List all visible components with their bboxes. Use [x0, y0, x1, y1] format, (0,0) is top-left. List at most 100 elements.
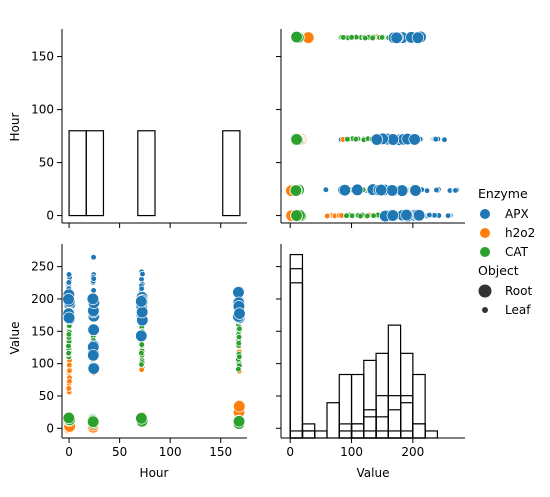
bottom-left-x-tick-label: 50: [112, 445, 127, 459]
top-left-y-tick-label: 150: [31, 50, 54, 64]
scatter-point-cat-leaf: [138, 361, 145, 368]
value-hist-bar: [289, 430, 304, 439]
value-hist-bar: [424, 430, 438, 439]
legend-marker-root: [478, 284, 492, 298]
scatter-point-apx-root: [87, 349, 100, 362]
axes-layer: 0 50 100 150 0 50 100 150 200 250 0 50 100 150 0 100 200: [31, 29, 465, 459]
scatter-point-apx-leaf: [322, 186, 330, 193]
scatter-point-apx-leaf: [452, 187, 459, 194]
bottom-right-x-tick-label: 0: [286, 445, 294, 459]
hour-hist-bar: [85, 130, 105, 217]
bottom-left-x-tick-label: 0: [65, 445, 73, 459]
x-axis-label-value: Value: [357, 466, 390, 480]
scatter-point-apx-root: [62, 311, 76, 324]
scatter-point-cat-leaf: [369, 34, 376, 42]
value-hist-bar: [338, 430, 353, 439]
scatter-point-apx-leaf: [90, 275, 97, 282]
top-left-y-tick-label: 0: [46, 209, 54, 223]
bottom-left-x-tick-label: 100: [159, 445, 182, 459]
scatter-point-h2o2-leaf: [66, 367, 73, 374]
scatter-point-cat-root: [290, 209, 303, 222]
scatter-point-apx-root: [375, 183, 388, 197]
legend-label-cat: CAT: [505, 245, 529, 259]
scatter-point-cat-leaf: [235, 340, 242, 347]
top-left-y-tick-label: 50: [39, 156, 54, 170]
value-hist-bar: [375, 430, 389, 439]
value-hist-bar: [412, 373, 426, 439]
scatter-point-h2o2-leaf: [65, 385, 72, 392]
scatter-point-apx-root: [233, 307, 246, 320]
scatter-point-cat-root: [290, 133, 303, 146]
hour-vs-value-scatter-panel: [62, 254, 246, 435]
value-hist-bar: [412, 423, 426, 439]
legend-marker-h2o2: [480, 228, 490, 238]
scatter-point-apx-root: [351, 183, 364, 196]
scatter-point-apx-leaf: [441, 136, 448, 143]
value-hist-bar: [314, 430, 328, 439]
value-hist-bar: [400, 395, 414, 439]
value-hist-bar: [289, 282, 304, 439]
legend-label-root: Root: [505, 284, 532, 298]
legend-label-h2o2: h2o2: [505, 226, 535, 240]
scatter-point-apx-root: [400, 208, 413, 222]
top-left-y-tick-label: 100: [31, 103, 54, 117]
scatter-point-apx-root: [411, 31, 425, 44]
scatter-point-cat-leaf: [344, 136, 351, 143]
y-axis-label-value: Value: [8, 322, 22, 355]
scatter-point-apx-leaf: [139, 270, 146, 278]
scatter-point-apx-leaf: [432, 136, 439, 143]
legend-marker-cat: [480, 247, 490, 257]
legend-label-apx: APX: [505, 207, 529, 221]
bottom-left-y-tick-label: 250: [31, 260, 54, 274]
value-hist-bar: [363, 416, 377, 439]
scatter-point-apx-leaf: [65, 271, 73, 278]
scatter-point-cat-root: [290, 30, 303, 44]
scatter-point-cat-root: [289, 184, 303, 197]
legend: Enzyme APX h2o2 CAT Object Root Leaf: [478, 186, 535, 317]
scatter-point-apx-root: [87, 323, 100, 336]
scatter-point-apx-leaf: [433, 186, 440, 194]
scatter-point-apx-root: [385, 184, 399, 197]
scatter-point-apx-root: [86, 292, 100, 306]
bottom-left-y-tick-label: 100: [31, 357, 54, 371]
value-hist-bar: [387, 395, 402, 439]
scatter-point-cat-root: [135, 412, 148, 425]
value-hist-bar: [301, 430, 316, 439]
scatter-point-apx-leaf: [423, 187, 431, 194]
scatter-point-h2o2-leaf: [66, 378, 73, 385]
scatter-point-h2o2-leaf: [324, 212, 331, 220]
value-hist-bar: [350, 373, 365, 439]
value-hist-bar: [301, 430, 316, 439]
scatter-point-cat-root: [232, 415, 246, 428]
scatter-point-apx-root: [390, 31, 403, 44]
value-hist-bar: [363, 430, 377, 439]
value-hist-bar: [387, 324, 402, 439]
hour-hist-bar: [68, 130, 87, 217]
value-hist-bar: [375, 416, 389, 439]
scatter-point-apx-leaf: [90, 254, 97, 261]
scatter-point-cat-leaf: [348, 212, 356, 219]
legend-label-leaf: Leaf: [505, 303, 531, 317]
scatter-point-cat-leaf: [364, 212, 371, 220]
scatter-point-apx-root: [338, 183, 352, 197]
value-hist-bar: [289, 253, 304, 439]
scatter-point-cat-leaf: [357, 212, 364, 220]
scatter-point-apx-leaf: [444, 212, 452, 219]
bottom-left-y-tick-label: 200: [31, 292, 54, 306]
value-hist-bar: [338, 373, 353, 439]
scatter-point-apx-root: [135, 295, 148, 308]
scatter-point-apx-root: [386, 133, 400, 146]
value-hist-bar: [387, 409, 402, 439]
value-hist-bar: [326, 402, 340, 439]
bottom-left-x-tick-label: 150: [209, 445, 232, 459]
scatter-point-h2o2-leaf: [66, 361, 73, 369]
scatter-point-apx-root: [408, 133, 421, 146]
scatter-point-cat-root: [62, 411, 75, 425]
scatter-point-apx-root: [62, 293, 75, 306]
scatter-point-h2o2-root: [233, 400, 246, 413]
x-axis-label-hour: Hour: [140, 466, 169, 480]
value-hist-bar: [289, 268, 304, 439]
scatter-point-apx-leaf: [431, 212, 438, 219]
scatter-point-cat-leaf: [352, 135, 359, 143]
